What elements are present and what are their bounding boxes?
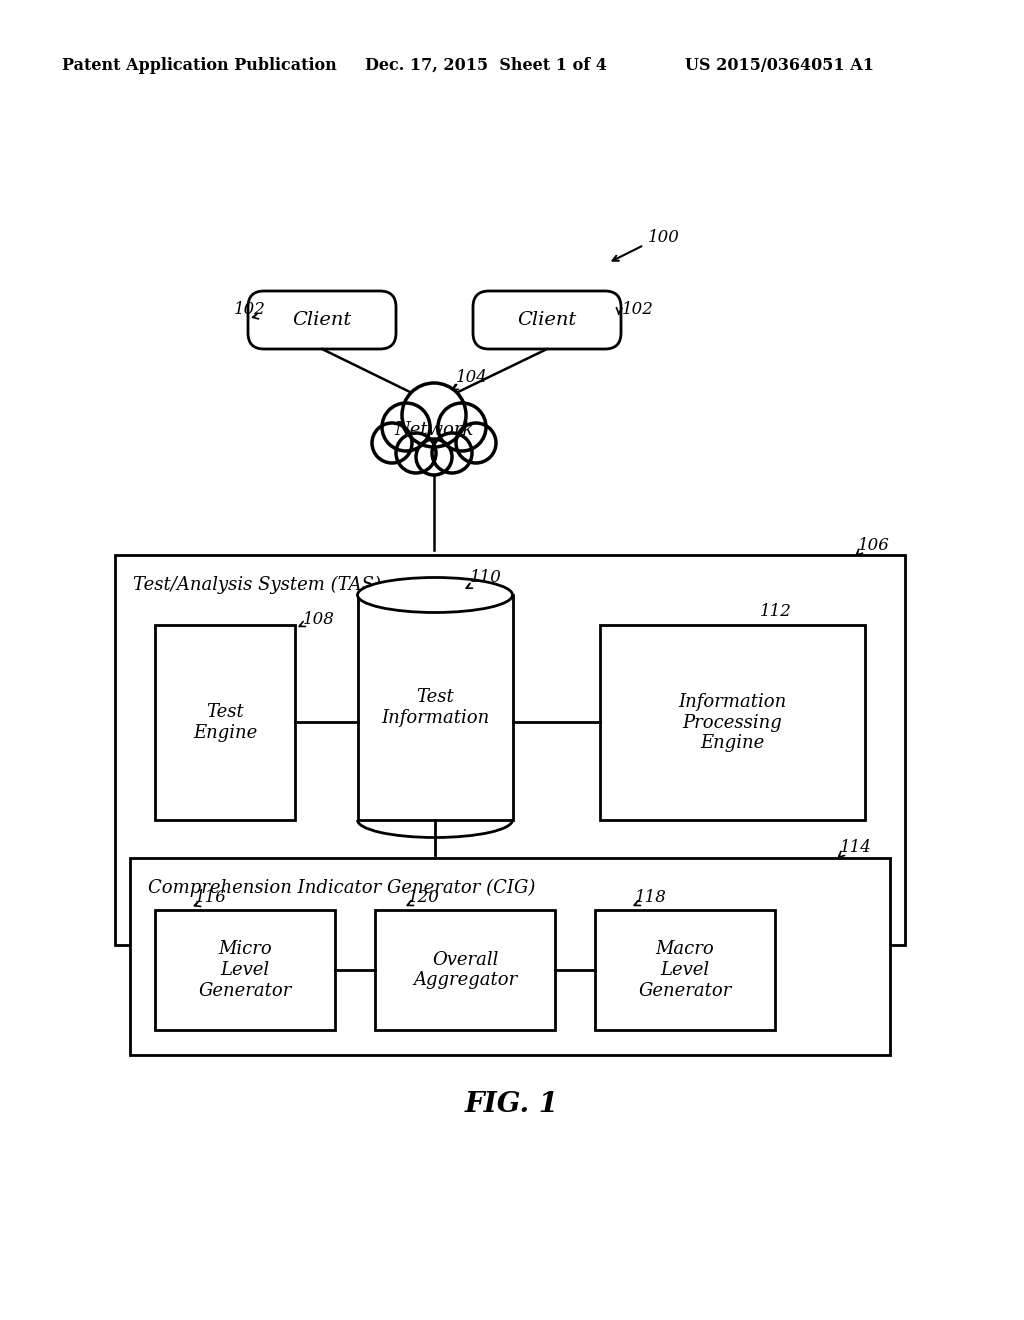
Text: Test
Information: Test Information bbox=[381, 688, 489, 727]
Text: FIG. 1: FIG. 1 bbox=[465, 1092, 559, 1118]
Text: Micro
Level
Generator: Micro Level Generator bbox=[199, 940, 292, 999]
Text: Network: Network bbox=[394, 421, 474, 440]
Circle shape bbox=[456, 422, 496, 463]
Circle shape bbox=[382, 403, 430, 451]
Text: Information
Processing
Engine: Information Processing Engine bbox=[678, 693, 786, 752]
Text: 100: 100 bbox=[648, 230, 680, 247]
Text: Dec. 17, 2015  Sheet 1 of 4: Dec. 17, 2015 Sheet 1 of 4 bbox=[365, 57, 607, 74]
Text: Patent Application Publication: Patent Application Publication bbox=[62, 57, 337, 74]
Text: Test
Engine: Test Engine bbox=[193, 704, 257, 742]
Text: 116: 116 bbox=[195, 890, 227, 907]
Text: Client: Client bbox=[517, 312, 577, 329]
Bar bbox=[130, 858, 890, 1055]
Text: 110: 110 bbox=[470, 569, 502, 586]
Text: Client: Client bbox=[293, 312, 351, 329]
Text: 112: 112 bbox=[760, 603, 792, 620]
Text: Overall
Aggregator: Overall Aggregator bbox=[413, 950, 517, 990]
Bar bbox=[115, 554, 905, 945]
FancyBboxPatch shape bbox=[248, 290, 396, 348]
Bar bbox=[357, 595, 512, 820]
Text: US 2015/0364051 A1: US 2015/0364051 A1 bbox=[685, 57, 874, 74]
Text: 118: 118 bbox=[635, 890, 667, 907]
Text: 106: 106 bbox=[858, 536, 890, 553]
Circle shape bbox=[432, 433, 472, 473]
Text: Comprehension Indicator Generator (CIG): Comprehension Indicator Generator (CIG) bbox=[148, 879, 536, 898]
Text: Macro
Level
Generator: Macro Level Generator bbox=[638, 940, 732, 999]
Text: Test/Analysis System (TAS): Test/Analysis System (TAS) bbox=[133, 576, 381, 594]
Circle shape bbox=[402, 383, 466, 447]
Text: 114: 114 bbox=[840, 840, 871, 857]
Text: 102: 102 bbox=[234, 301, 266, 318]
Text: 108: 108 bbox=[303, 611, 335, 628]
Circle shape bbox=[438, 403, 486, 451]
Circle shape bbox=[396, 433, 436, 473]
Text: 104: 104 bbox=[456, 370, 487, 387]
Ellipse shape bbox=[357, 578, 512, 612]
FancyBboxPatch shape bbox=[473, 290, 621, 348]
Text: 120: 120 bbox=[408, 890, 440, 907]
Bar bbox=[375, 909, 555, 1030]
Text: 102: 102 bbox=[622, 301, 654, 318]
Bar bbox=[155, 909, 335, 1030]
Bar bbox=[600, 624, 865, 820]
Circle shape bbox=[372, 422, 412, 463]
Bar bbox=[595, 909, 775, 1030]
Circle shape bbox=[416, 440, 452, 475]
Bar bbox=[155, 624, 295, 820]
